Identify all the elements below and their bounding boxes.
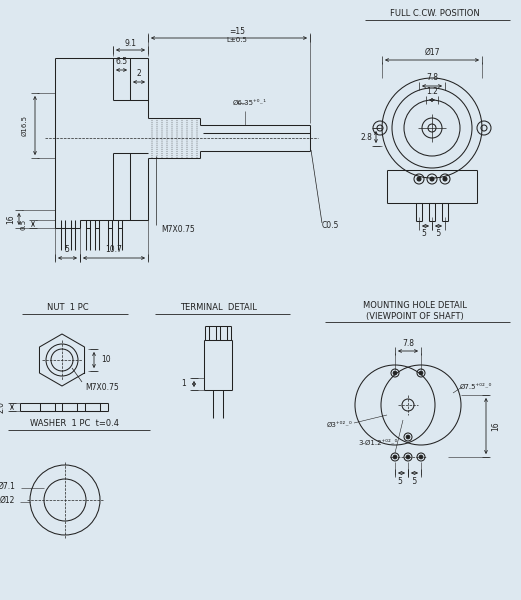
Text: 7.8: 7.8 (426, 73, 438, 82)
Text: Ø7.5⁺⁰²₋⁰: Ø7.5⁺⁰²₋⁰ (460, 384, 492, 390)
Text: FULL C.CW. POSITION: FULL C.CW. POSITION (390, 10, 480, 19)
Text: 9.1: 9.1 (125, 40, 137, 49)
Text: TERMINAL  DETAIL: TERMINAL DETAIL (180, 304, 256, 313)
Text: (VIEWPOINT OF SHAFT): (VIEWPOINT OF SHAFT) (366, 311, 464, 320)
Circle shape (417, 177, 421, 181)
Text: 5: 5 (65, 245, 69, 254)
Text: Ø6.35⁺⁰₋¹: Ø6.35⁺⁰₋¹ (233, 100, 267, 106)
Text: WASHER  1 PC  t=0.4: WASHER 1 PC t=0.4 (31, 419, 119, 428)
Text: 16: 16 (6, 214, 16, 224)
Circle shape (443, 177, 447, 181)
Text: 16: 16 (491, 421, 501, 431)
Circle shape (430, 177, 434, 181)
Circle shape (393, 455, 397, 459)
Text: 1.2: 1.2 (426, 88, 438, 97)
Text: NUT  1 PC: NUT 1 PC (47, 304, 89, 313)
Text: MOUNTING HOLE DETAIL: MOUNTING HOLE DETAIL (363, 301, 467, 310)
Text: 10.7: 10.7 (106, 245, 122, 254)
Text: Ø16.5: Ø16.5 (22, 115, 28, 136)
Text: Ø7.1: Ø7.1 (0, 481, 16, 491)
Circle shape (406, 435, 410, 439)
Text: 2: 2 (137, 70, 141, 79)
Text: 0.5: 0.5 (21, 218, 27, 230)
Text: Ø17: Ø17 (424, 47, 440, 56)
Text: 7.8: 7.8 (402, 338, 414, 347)
Text: =15: =15 (229, 28, 245, 37)
Circle shape (419, 371, 423, 375)
Text: Ø12: Ø12 (0, 496, 15, 505)
Text: C0.5: C0.5 (321, 220, 339, 229)
Text: 2.0: 2.0 (0, 401, 6, 413)
Text: 10: 10 (101, 355, 111, 364)
Circle shape (393, 371, 397, 375)
Text: 6.5: 6.5 (116, 58, 128, 67)
Text: 2.8: 2.8 (360, 133, 372, 142)
Text: M7X0.75: M7X0.75 (85, 383, 119, 392)
Text: 3-Ø1.2⁺⁰²₋⁰: 3-Ø1.2⁺⁰²₋⁰ (358, 440, 398, 446)
Circle shape (406, 455, 410, 459)
Text: Ø3⁺⁰²₋⁰: Ø3⁺⁰²₋⁰ (327, 422, 353, 428)
Circle shape (419, 455, 423, 459)
Text: M7X0.75: M7X0.75 (161, 226, 195, 235)
Text: 1: 1 (182, 379, 187, 389)
Text: L±0.5: L±0.5 (227, 37, 247, 43)
Text: 5    5: 5 5 (423, 229, 442, 238)
Text: 5    5: 5 5 (399, 476, 418, 485)
